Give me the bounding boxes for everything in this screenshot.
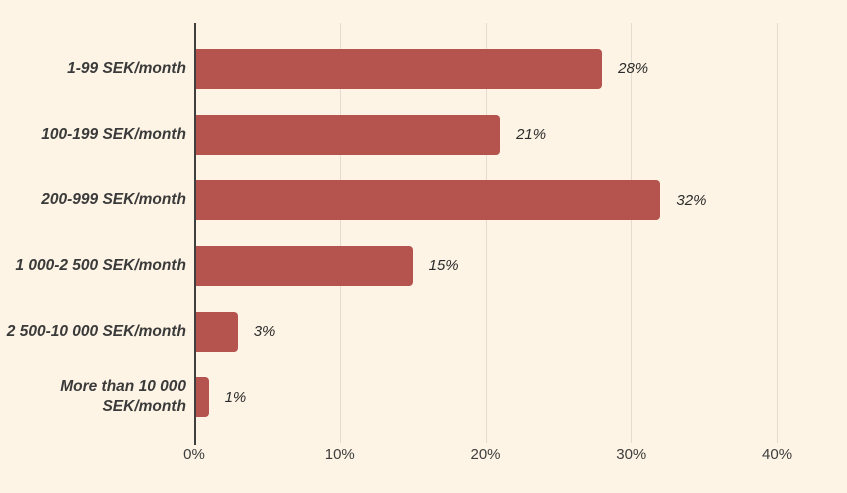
value-label: 32% [676,191,707,209]
bar-row: 1% [194,364,847,430]
x-axis-tick-label: 10% [324,446,355,463]
bar [194,114,501,155]
bar-row: 3% [194,299,847,365]
gridline [485,23,487,443]
gridline [777,23,779,443]
value-label: 1% [224,388,247,406]
bar-row: 28% [194,36,847,102]
x-axis-tick-labels: 0% 10% 20% 30% 40% [183,446,847,466]
bar-row: 21% [194,102,847,168]
gridline [339,23,341,443]
bar [194,180,661,221]
bar [194,311,238,352]
category-row: 2 500-10 000 SEK/month [0,299,186,365]
bar [194,377,209,418]
category-label: 100-199 SEK/month [41,125,186,143]
category-row: 1 000-2 500 SEK/month [0,233,186,299]
gridline [631,23,633,443]
value-label: 28% [618,60,649,78]
x-axis-tick-label: 40% [762,446,793,463]
y-axis-line [194,23,196,445]
category-label: More than 10 000 SEK/month [60,378,186,416]
y-axis-category-labels: 1-99 SEK/month 100-199 SEK/month 200-999 S… [0,36,186,430]
category-label: 1-99 SEK/month [67,59,186,77]
x-axis-tick-label: 20% [470,446,501,463]
category-row: More than 10 000 SEK/month [0,364,186,430]
bar-row: 15% [194,233,847,299]
category-label: 1 000-2 500 SEK/month [15,256,186,274]
category-label: 2 500-10 000 SEK/month [6,322,186,340]
category-label: 200-999 SEK/month [41,191,186,209]
x-axis-tick-label: 0% [183,446,205,463]
bar-row: 32% [194,167,847,233]
bar [194,245,413,286]
gridline-area [194,23,847,443]
category-row: 1-99 SEK/month [0,36,186,102]
category-row: 100-199 SEK/month [0,102,186,168]
value-label: 3% [253,323,276,341]
x-axis-tick-label: 30% [616,446,647,463]
plot-area: 28% 21% 32% 15% 3% 1% 0% 10% 20% 30% 40% [183,0,847,493]
value-label: 21% [516,126,547,143]
bar [194,48,603,89]
category-row: 200-999 SEK/month [0,167,186,233]
bars-container: 28% 21% 32% 15% 3% 1% [194,36,847,430]
value-label: 15% [428,257,459,275]
